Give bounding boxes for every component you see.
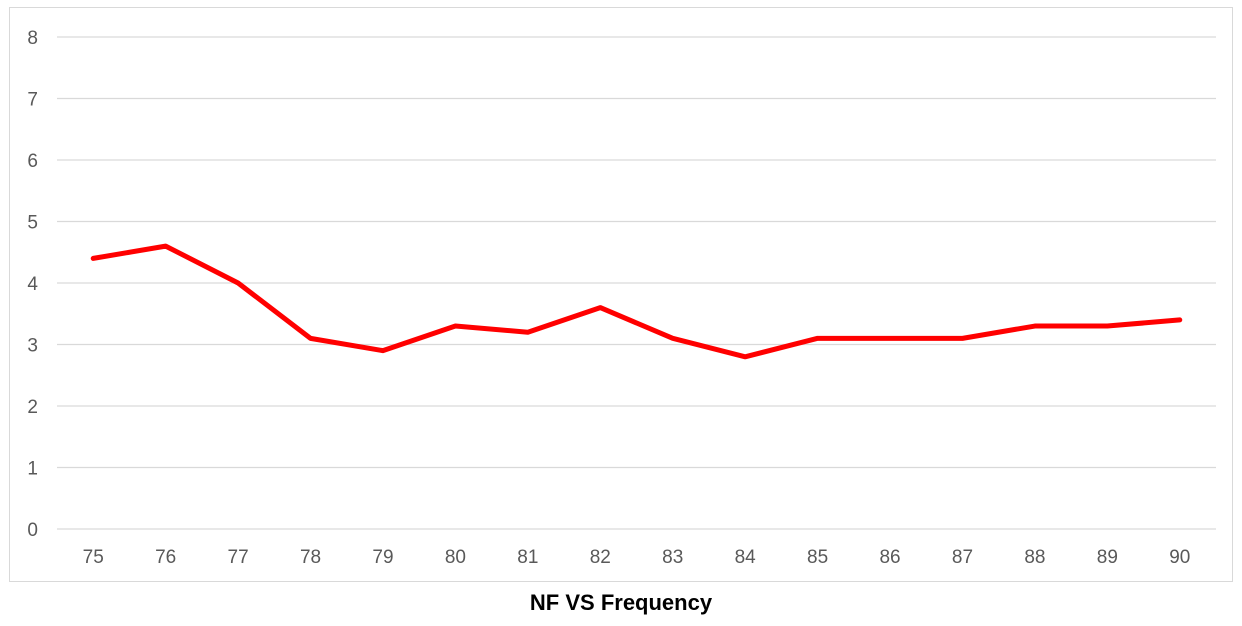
x-tick-label: 83 bbox=[662, 547, 683, 568]
x-tick-label: 81 bbox=[517, 547, 538, 568]
y-tick-label: 2 bbox=[27, 397, 38, 418]
y-tick-label: 0 bbox=[27, 520, 38, 541]
x-tick-label: 87 bbox=[952, 547, 973, 568]
x-tick-label: 75 bbox=[83, 547, 104, 568]
chart-title: NF VS Frequency bbox=[529, 590, 713, 615]
x-tick-label: 88 bbox=[1024, 547, 1045, 568]
x-tick-label: 78 bbox=[300, 547, 321, 568]
y-tick-label: 3 bbox=[27, 336, 38, 357]
x-tick-label: 76 bbox=[155, 547, 176, 568]
x-tick-label: 85 bbox=[807, 547, 828, 568]
y-tick-label: 7 bbox=[27, 90, 38, 111]
series-lines bbox=[90, 243, 1183, 360]
x-tick-label: 86 bbox=[879, 547, 900, 568]
y-tick-label: 5 bbox=[27, 213, 38, 234]
y-tick-label: 8 bbox=[27, 28, 38, 49]
y-axis-tick-labels: 0 1 2 3 4 5 6 7 8 bbox=[27, 28, 38, 541]
x-axis-tick-labels: 75 76 77 78 79 80 81 82 83 84 85 86 87 88 89 90 bbox=[83, 547, 1191, 568]
x-tick-label: 89 bbox=[1097, 547, 1118, 568]
y-tick-label: 4 bbox=[27, 274, 38, 295]
chart-area bbox=[9, 7, 1233, 582]
y-tick-label: 6 bbox=[27, 151, 38, 172]
gridlines bbox=[57, 36, 1216, 530]
series-line-0 bbox=[90, 243, 1183, 360]
x-tick-label: 80 bbox=[445, 547, 466, 568]
x-tick-label: 82 bbox=[590, 547, 611, 568]
x-tick-label: 77 bbox=[228, 547, 249, 568]
y-tick-label: 1 bbox=[27, 459, 38, 480]
x-tick-label: 79 bbox=[372, 547, 393, 568]
x-tick-label: 84 bbox=[735, 547, 757, 568]
x-tick-label: 90 bbox=[1169, 547, 1190, 568]
